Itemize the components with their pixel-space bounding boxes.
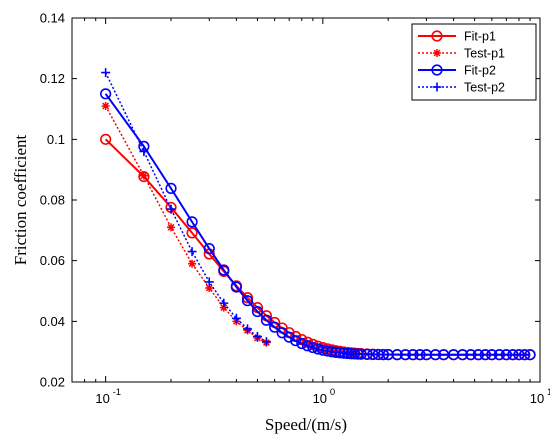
data-point xyxy=(188,259,197,268)
data-point xyxy=(187,247,197,257)
data-point xyxy=(407,349,419,361)
data-point xyxy=(230,281,242,293)
x-tick-exponent: 0 xyxy=(330,387,335,398)
legend-item-test-p2: Test-p2 xyxy=(418,81,505,95)
data-point xyxy=(500,349,512,361)
data-point xyxy=(524,349,536,361)
legend-item-fit-p2: Fit-p2 xyxy=(418,64,496,78)
data-point xyxy=(139,146,149,156)
x-axis-label: Speed/(m/s) xyxy=(265,415,347,434)
data-point xyxy=(186,227,198,239)
legend-label: Fit-p2 xyxy=(464,64,496,78)
legend: Fit-p1 Test-p1 Fit-p2 Test-p2 xyxy=(411,23,537,101)
data-point xyxy=(513,349,525,361)
x-tick-exponent: -1 xyxy=(113,387,121,398)
y-tick-label: 0.06 xyxy=(40,253,65,268)
data-point xyxy=(261,337,271,347)
data-point xyxy=(165,182,177,194)
data-point xyxy=(101,68,111,78)
y-tick-label: 0.14 xyxy=(40,11,65,26)
data-point xyxy=(252,332,262,341)
y-axis-label: Friction coefficient xyxy=(11,135,30,266)
y-tick-label: 0.04 xyxy=(40,314,65,329)
data-point xyxy=(465,349,477,361)
y-tick-label: 0.02 xyxy=(40,375,65,390)
data-point xyxy=(290,335,302,347)
data-point xyxy=(355,348,367,360)
data-point xyxy=(283,331,295,343)
data-point xyxy=(367,348,379,361)
data-point xyxy=(307,341,319,354)
y-tick-label: 0.1 xyxy=(47,132,65,147)
data-point xyxy=(321,345,334,357)
x-tick-label: 10 xyxy=(313,391,327,406)
data-point xyxy=(231,313,241,323)
data-point xyxy=(507,349,519,361)
data-point xyxy=(472,349,484,361)
data-point xyxy=(167,223,176,232)
data-point xyxy=(260,314,273,326)
data-point xyxy=(205,283,214,292)
x-tick-label: 10 xyxy=(95,391,109,406)
data-point xyxy=(100,133,112,145)
data-point xyxy=(361,348,373,360)
legend-marker xyxy=(431,30,443,42)
data-point xyxy=(334,347,346,359)
x-tick-exponent: 1 xyxy=(547,387,550,398)
data-point xyxy=(429,349,442,361)
series-test-p2 xyxy=(101,68,271,347)
data-point xyxy=(338,347,350,359)
data-point xyxy=(219,298,229,308)
data-point xyxy=(493,349,505,361)
data-point xyxy=(101,101,110,110)
series-layer xyxy=(100,68,536,361)
y-tick-label: 0.08 xyxy=(40,193,65,208)
data-point xyxy=(251,305,264,318)
data-point xyxy=(296,337,308,350)
data-point xyxy=(204,277,214,287)
data-point xyxy=(301,340,314,352)
data-point xyxy=(186,216,198,228)
data-point xyxy=(377,349,389,361)
data-point xyxy=(326,346,338,358)
data-point xyxy=(241,295,254,307)
legend-marker xyxy=(431,64,443,76)
legend-marker xyxy=(432,82,442,92)
data-point xyxy=(391,349,403,361)
legend-label: Test-p1 xyxy=(464,47,505,61)
data-point xyxy=(486,349,498,361)
data-point xyxy=(348,348,361,360)
data-point xyxy=(479,349,491,361)
series-line-test-p1 xyxy=(104,105,267,344)
legend-item-test-p1: Test-p1 xyxy=(418,47,505,61)
data-point xyxy=(203,243,215,255)
legend-label: Test-p2 xyxy=(464,81,505,95)
data-point xyxy=(414,349,426,361)
series-line-test-p2 xyxy=(104,72,267,343)
series-fit-p2 xyxy=(100,88,536,361)
data-point xyxy=(399,349,411,361)
data-point xyxy=(219,303,228,312)
data-point xyxy=(269,321,281,333)
data-point xyxy=(456,349,469,361)
y-tick-label: 0.12 xyxy=(40,71,65,86)
data-point xyxy=(330,346,342,358)
data-point xyxy=(100,88,112,100)
data-point xyxy=(218,264,230,276)
data-point xyxy=(166,204,176,214)
legend-label: Fit-p1 xyxy=(464,30,496,44)
data-point xyxy=(243,324,253,334)
data-point xyxy=(139,171,148,180)
x-tick-label: 10 xyxy=(530,391,544,406)
legend-marker xyxy=(433,49,441,57)
data-point xyxy=(241,292,254,304)
data-point xyxy=(519,349,531,361)
legend-item-fit-p1: Fit-p1 xyxy=(418,30,496,44)
